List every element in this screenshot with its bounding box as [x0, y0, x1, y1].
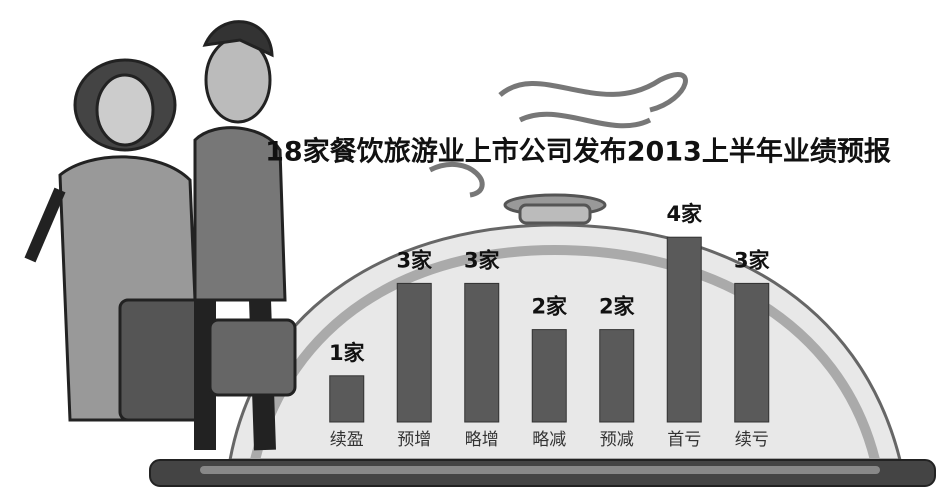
x-tick-label: 首亏 — [667, 430, 701, 450]
x-tick-label: 略减 — [532, 430, 566, 450]
value-label: 4家 — [666, 202, 703, 226]
x-tick-label: 预增 — [397, 430, 431, 450]
value-label: 3家 — [396, 248, 433, 272]
value-label: 3家 — [464, 248, 501, 272]
bar — [464, 282, 500, 423]
bar — [734, 282, 770, 423]
x-tick-label: 预减 — [600, 430, 634, 450]
bar — [599, 329, 635, 423]
x-tick-label: 续亏 — [735, 430, 769, 450]
x-tick-label: 略增 — [465, 430, 499, 450]
value-label: 2家 — [531, 295, 568, 319]
people-illustration — [24, 20, 297, 451]
bar — [329, 375, 365, 423]
bar — [666, 236, 702, 423]
steam-decoration — [428, 72, 688, 198]
bar — [396, 282, 432, 423]
bar — [531, 329, 567, 423]
value-label: 3家 — [734, 248, 771, 272]
x-tick-label: 续盈 — [330, 430, 364, 450]
value-label: 2家 — [599, 295, 636, 319]
value-label: 1家 — [329, 341, 366, 365]
chart-title: 18家餐饮旅游业上市公司发布2013上半年业绩预报 — [265, 136, 891, 168]
